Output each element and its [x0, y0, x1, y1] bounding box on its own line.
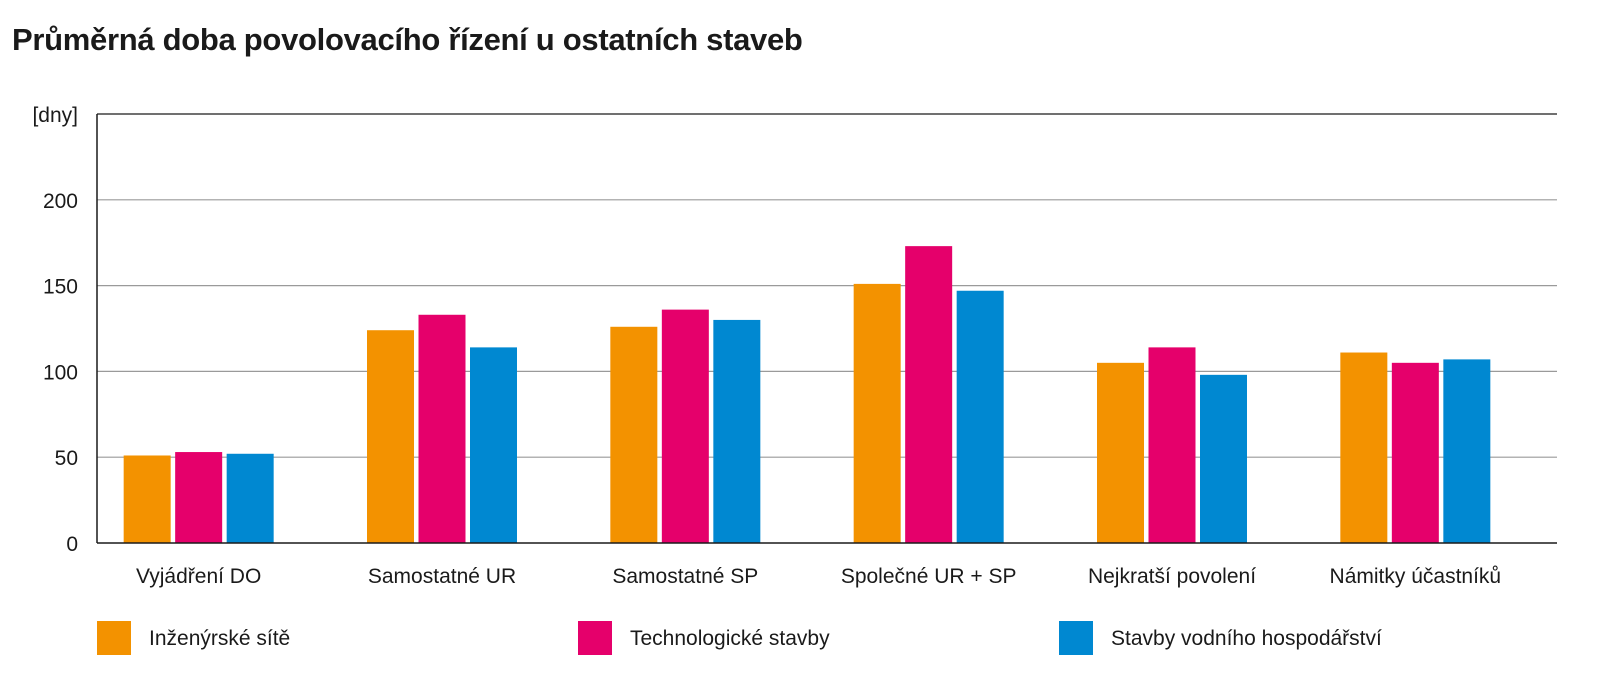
bar-3: [226, 453, 274, 543]
y-tick-label: 200: [43, 190, 78, 213]
legend-label: Technologické stavby: [630, 627, 830, 650]
bar-1: [1097, 362, 1144, 543]
bar-3: [956, 290, 1004, 543]
y-tick-label: 50: [55, 447, 78, 470]
y-axis-label: [dny]: [32, 104, 78, 127]
bar-3: [1443, 359, 1491, 543]
bar-2: [1391, 362, 1439, 543]
bar-3: [470, 347, 517, 543]
bar-1: [367, 330, 414, 543]
bar-1: [1340, 352, 1388, 543]
bar-2: [175, 452, 223, 543]
x-tick-label: Vyjádření DO: [136, 565, 261, 588]
legend-swatch: [578, 621, 612, 655]
bar-3: [1200, 374, 1247, 543]
legend-label: Stavby vodního hospodářství: [1111, 627, 1382, 650]
bar-2: [905, 246, 953, 543]
bar-3: [713, 319, 761, 543]
chart-title: Průměrná doba povolovacího řízení u osta…: [12, 22, 803, 57]
bar-2: [418, 314, 466, 543]
x-tick-label: Námitky účastníků: [1330, 565, 1502, 588]
x-tick-label: Nejkratší povolení: [1088, 565, 1256, 588]
bar-1: [610, 326, 658, 543]
bar-1: [853, 283, 901, 543]
legend-swatch: [1059, 621, 1093, 655]
x-tick-label: Samostatné SP: [612, 565, 758, 588]
x-tick-label: Samostatné UR: [368, 565, 516, 588]
legend-swatch: [97, 621, 131, 655]
bar-2: [1148, 347, 1196, 543]
y-tick-label: 150: [43, 276, 78, 299]
bar-2: [661, 309, 709, 543]
bar-1: [123, 455, 171, 543]
legend-label: Inženýrské sítě: [149, 627, 290, 650]
y-tick-label: 100: [43, 361, 78, 384]
y-tick-label: 0: [66, 533, 78, 556]
x-tick-label: Společné UR + SP: [841, 565, 1017, 588]
